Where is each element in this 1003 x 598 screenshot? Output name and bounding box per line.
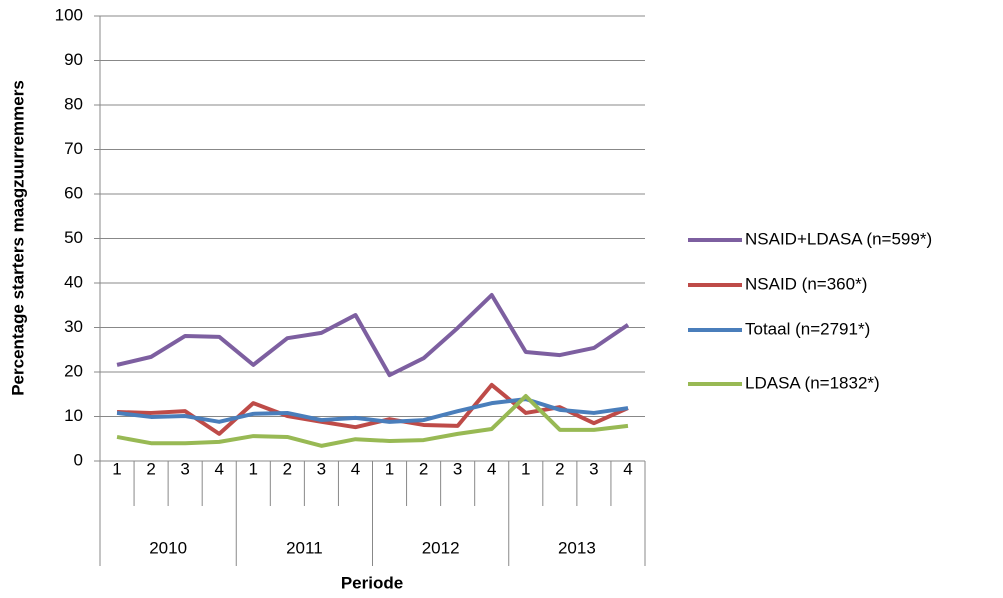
x-tick-label: 4 <box>351 459 360 478</box>
y-tick-label: 80 <box>64 94 83 113</box>
x-tick-label: 1 <box>385 459 394 478</box>
y-tick-label: 100 <box>55 5 83 24</box>
year-label: 2012 <box>422 538 460 557</box>
y-tick-label: 70 <box>64 139 83 158</box>
x-tick-label: 2 <box>146 459 155 478</box>
x-tick-label: 1 <box>249 459 258 478</box>
x-tick-label: 2 <box>555 459 564 478</box>
x-tick-label: 3 <box>180 459 189 478</box>
y-tick-label: 20 <box>64 361 83 380</box>
series-line <box>116 394 629 448</box>
y-tick-label: 0 <box>74 450 83 469</box>
legend-label: Totaal (n=2791*) <box>745 319 870 338</box>
x-tick-label: 2 <box>419 459 428 478</box>
x-tick-label: 3 <box>453 459 462 478</box>
x-tick-label: 1 <box>521 459 530 478</box>
y-axis-title: Percentage starters maagzuurremmers <box>8 80 27 396</box>
legend-label: LDASA (n=1832*) <box>745 373 880 392</box>
x-tick-label: 2 <box>283 459 292 478</box>
legend-label: NSAID (n=360*) <box>745 274 867 293</box>
x-tick-label: 4 <box>623 459 632 478</box>
series-line <box>116 382 629 436</box>
y-tick-label: 10 <box>64 406 83 425</box>
x-tick-label: 4 <box>214 459 223 478</box>
y-tick-label: 60 <box>64 183 83 202</box>
y-tick-label: 50 <box>64 228 83 247</box>
x-tick-label: 1 <box>112 459 121 478</box>
x-tick-label: 3 <box>317 459 326 478</box>
series-line <box>116 293 630 378</box>
year-label: 2011 <box>286 538 323 557</box>
legend-label: NSAID+LDASA (n=599*) <box>745 229 932 248</box>
year-label: 2010 <box>149 538 187 557</box>
y-tick-label: 40 <box>64 272 83 291</box>
x-axis-title: Periode <box>341 573 403 592</box>
series-line <box>116 397 629 424</box>
year-label: 2013 <box>558 538 596 557</box>
y-tick-label: 90 <box>64 50 83 69</box>
x-tick-label: 3 <box>589 459 598 478</box>
y-tick-label: 30 <box>64 317 83 336</box>
x-tick-label: 4 <box>487 459 496 478</box>
